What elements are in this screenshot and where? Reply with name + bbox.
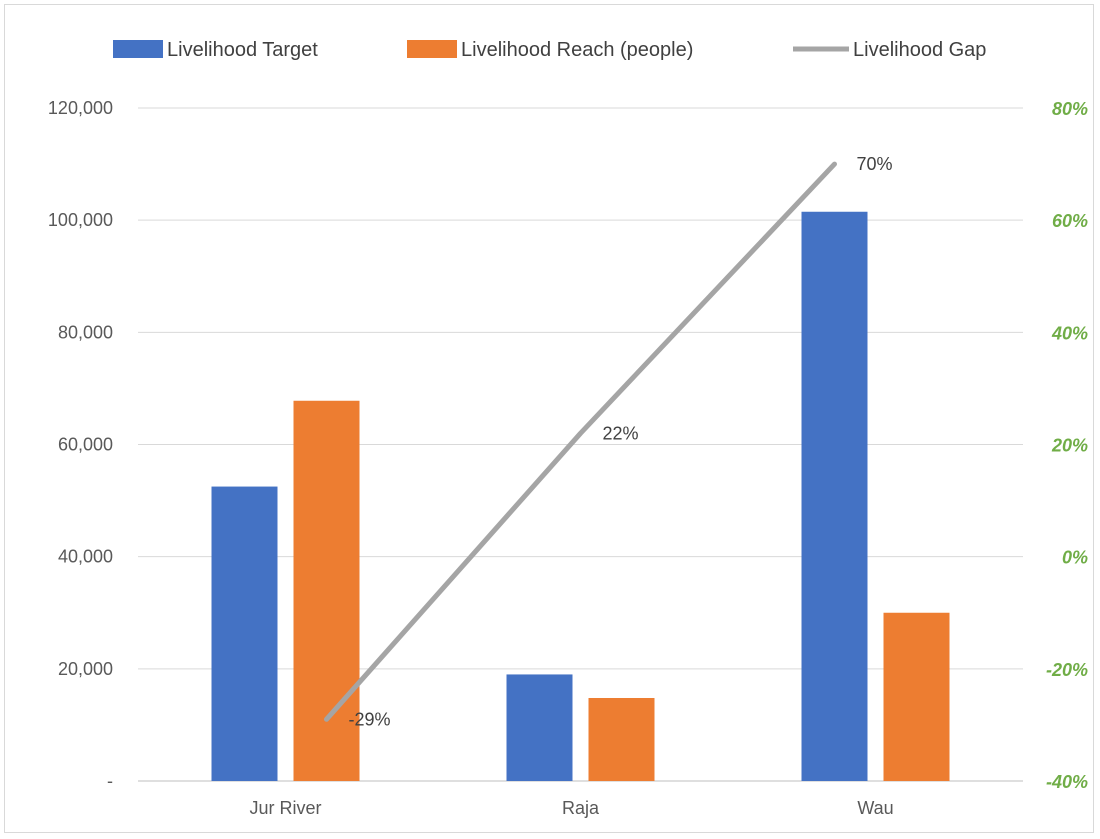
category-label: Raja <box>562 798 600 818</box>
y-right-tick-label: 0% <box>1062 548 1088 568</box>
y-left-tick-label: 120,000 <box>48 98 113 118</box>
bar-0-0 <box>211 486 278 781</box>
legend-swatch-1 <box>407 40 457 58</box>
chart-svg: - 20,000 40,000 60,000 80,000 100,000 120,000 -… <box>48 39 1088 818</box>
bar-1-2 <box>883 612 950 781</box>
legend-label: Livelihood Reach (people) <box>461 39 693 61</box>
gap-line <box>324 161 837 722</box>
bar-0-1 <box>506 674 573 781</box>
y-right-tick-label: -20% <box>1046 660 1088 680</box>
y-left-tick-label: 100,000 <box>48 210 113 230</box>
chart-frame: - 20,000 40,000 60,000 80,000 100,000 120,000 -… <box>4 4 1094 833</box>
y-left-tick-label: 80,000 <box>58 322 113 342</box>
y-left-tick-label: 60,000 <box>58 435 113 455</box>
y-left-tick-label: 20,000 <box>58 659 113 679</box>
gap-data-label: 22% <box>603 423 639 443</box>
category-label: Wau <box>857 798 893 818</box>
legend-label: Livelihood Target <box>167 39 318 61</box>
legend-label: Livelihood Gap <box>853 39 986 61</box>
category-label: Jur River <box>249 798 321 818</box>
legend-swatch-0 <box>113 40 163 58</box>
y-left-tick-label: 40,000 <box>58 547 113 567</box>
bar-1-1 <box>588 697 655 781</box>
y-right-tick-label: 20% <box>1051 436 1088 456</box>
y-right-tick-label: 40% <box>1051 323 1088 343</box>
y-right-tick-label: 80% <box>1052 99 1088 119</box>
y-right-tick-label: 60% <box>1052 211 1088 231</box>
bar-0-2 <box>801 211 868 782</box>
y-right-tick-label: -40% <box>1046 772 1088 792</box>
gap-data-label: -29% <box>349 709 391 729</box>
y-left-tick-label: - <box>107 771 113 791</box>
gap-data-label: 70% <box>857 154 893 174</box>
